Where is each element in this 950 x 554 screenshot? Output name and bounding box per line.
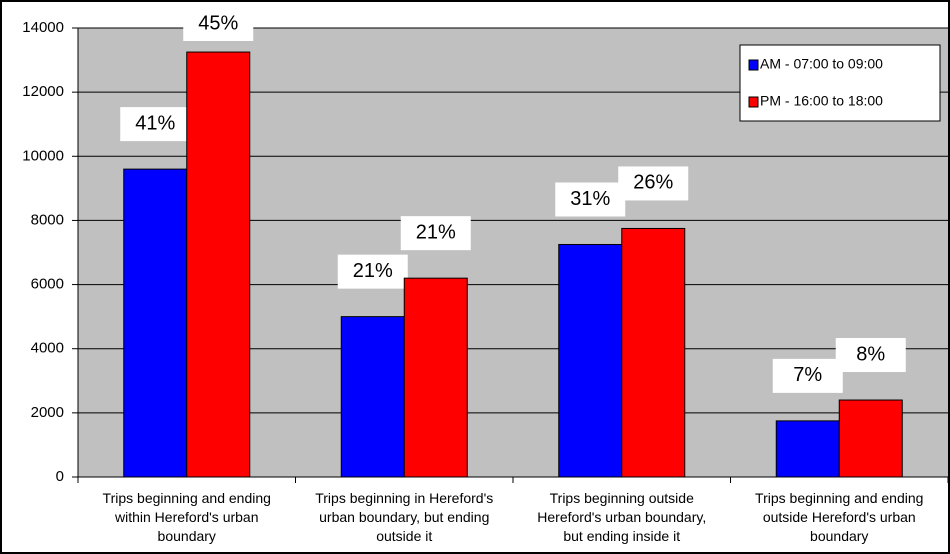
bar <box>838 399 903 478</box>
y-tick-label: 12000 <box>22 83 64 100</box>
value-label-box <box>400 216 471 251</box>
value-label-box <box>555 182 626 217</box>
x-tick-label: Trips beginning outside Hereford's urban … <box>537 490 706 544</box>
legend-swatch <box>748 59 759 71</box>
bar <box>775 420 840 478</box>
bar <box>621 227 686 478</box>
legend-swatch <box>748 96 759 108</box>
value-label-box <box>183 7 254 41</box>
x-tick-label: Trips beginning in Hereford's urban bound… <box>315 490 493 544</box>
value-label: 21% <box>416 221 456 243</box>
value-label: 41% <box>135 112 175 134</box>
x-tick-label: Trips beginning and ending within Herefor… <box>103 490 271 544</box>
value-label: 31% <box>570 188 610 210</box>
value-label-box <box>835 338 906 373</box>
y-tick-label: 10000 <box>22 147 64 164</box>
value-label-box <box>772 358 843 393</box>
bar <box>123 168 188 478</box>
bar <box>558 243 623 478</box>
y-tick-label: 8000 <box>31 211 64 228</box>
y-tick-label: 14000 <box>22 19 64 36</box>
bar <box>340 316 405 478</box>
bar <box>186 51 251 478</box>
value-label: 7% <box>793 364 822 386</box>
value-label-box <box>120 107 191 142</box>
legend: AM - 07:00 to 09:00 PM - 16:00 to 18:00 <box>739 44 941 122</box>
value-label: 8% <box>856 343 885 365</box>
y-tick-label: 4000 <box>31 340 64 357</box>
value-label: 45% <box>198 12 238 34</box>
y-tick-label: 0 <box>56 468 64 485</box>
value-label: 26% <box>633 172 673 194</box>
legend-label: AM - 07:00 to 09:00 <box>760 56 883 72</box>
value-label: 21% <box>353 260 393 282</box>
value-label-box <box>337 254 408 289</box>
bar <box>403 277 468 478</box>
legend-box <box>739 44 941 122</box>
value-label-box <box>618 166 689 201</box>
x-tick-label: Trips beginning and ending outside Herefo… <box>755 490 923 544</box>
y-tick-label: 2000 <box>31 404 64 421</box>
legend-label: PM - 16:00 to 18:00 <box>760 93 883 109</box>
y-tick-label: 6000 <box>31 276 64 293</box>
